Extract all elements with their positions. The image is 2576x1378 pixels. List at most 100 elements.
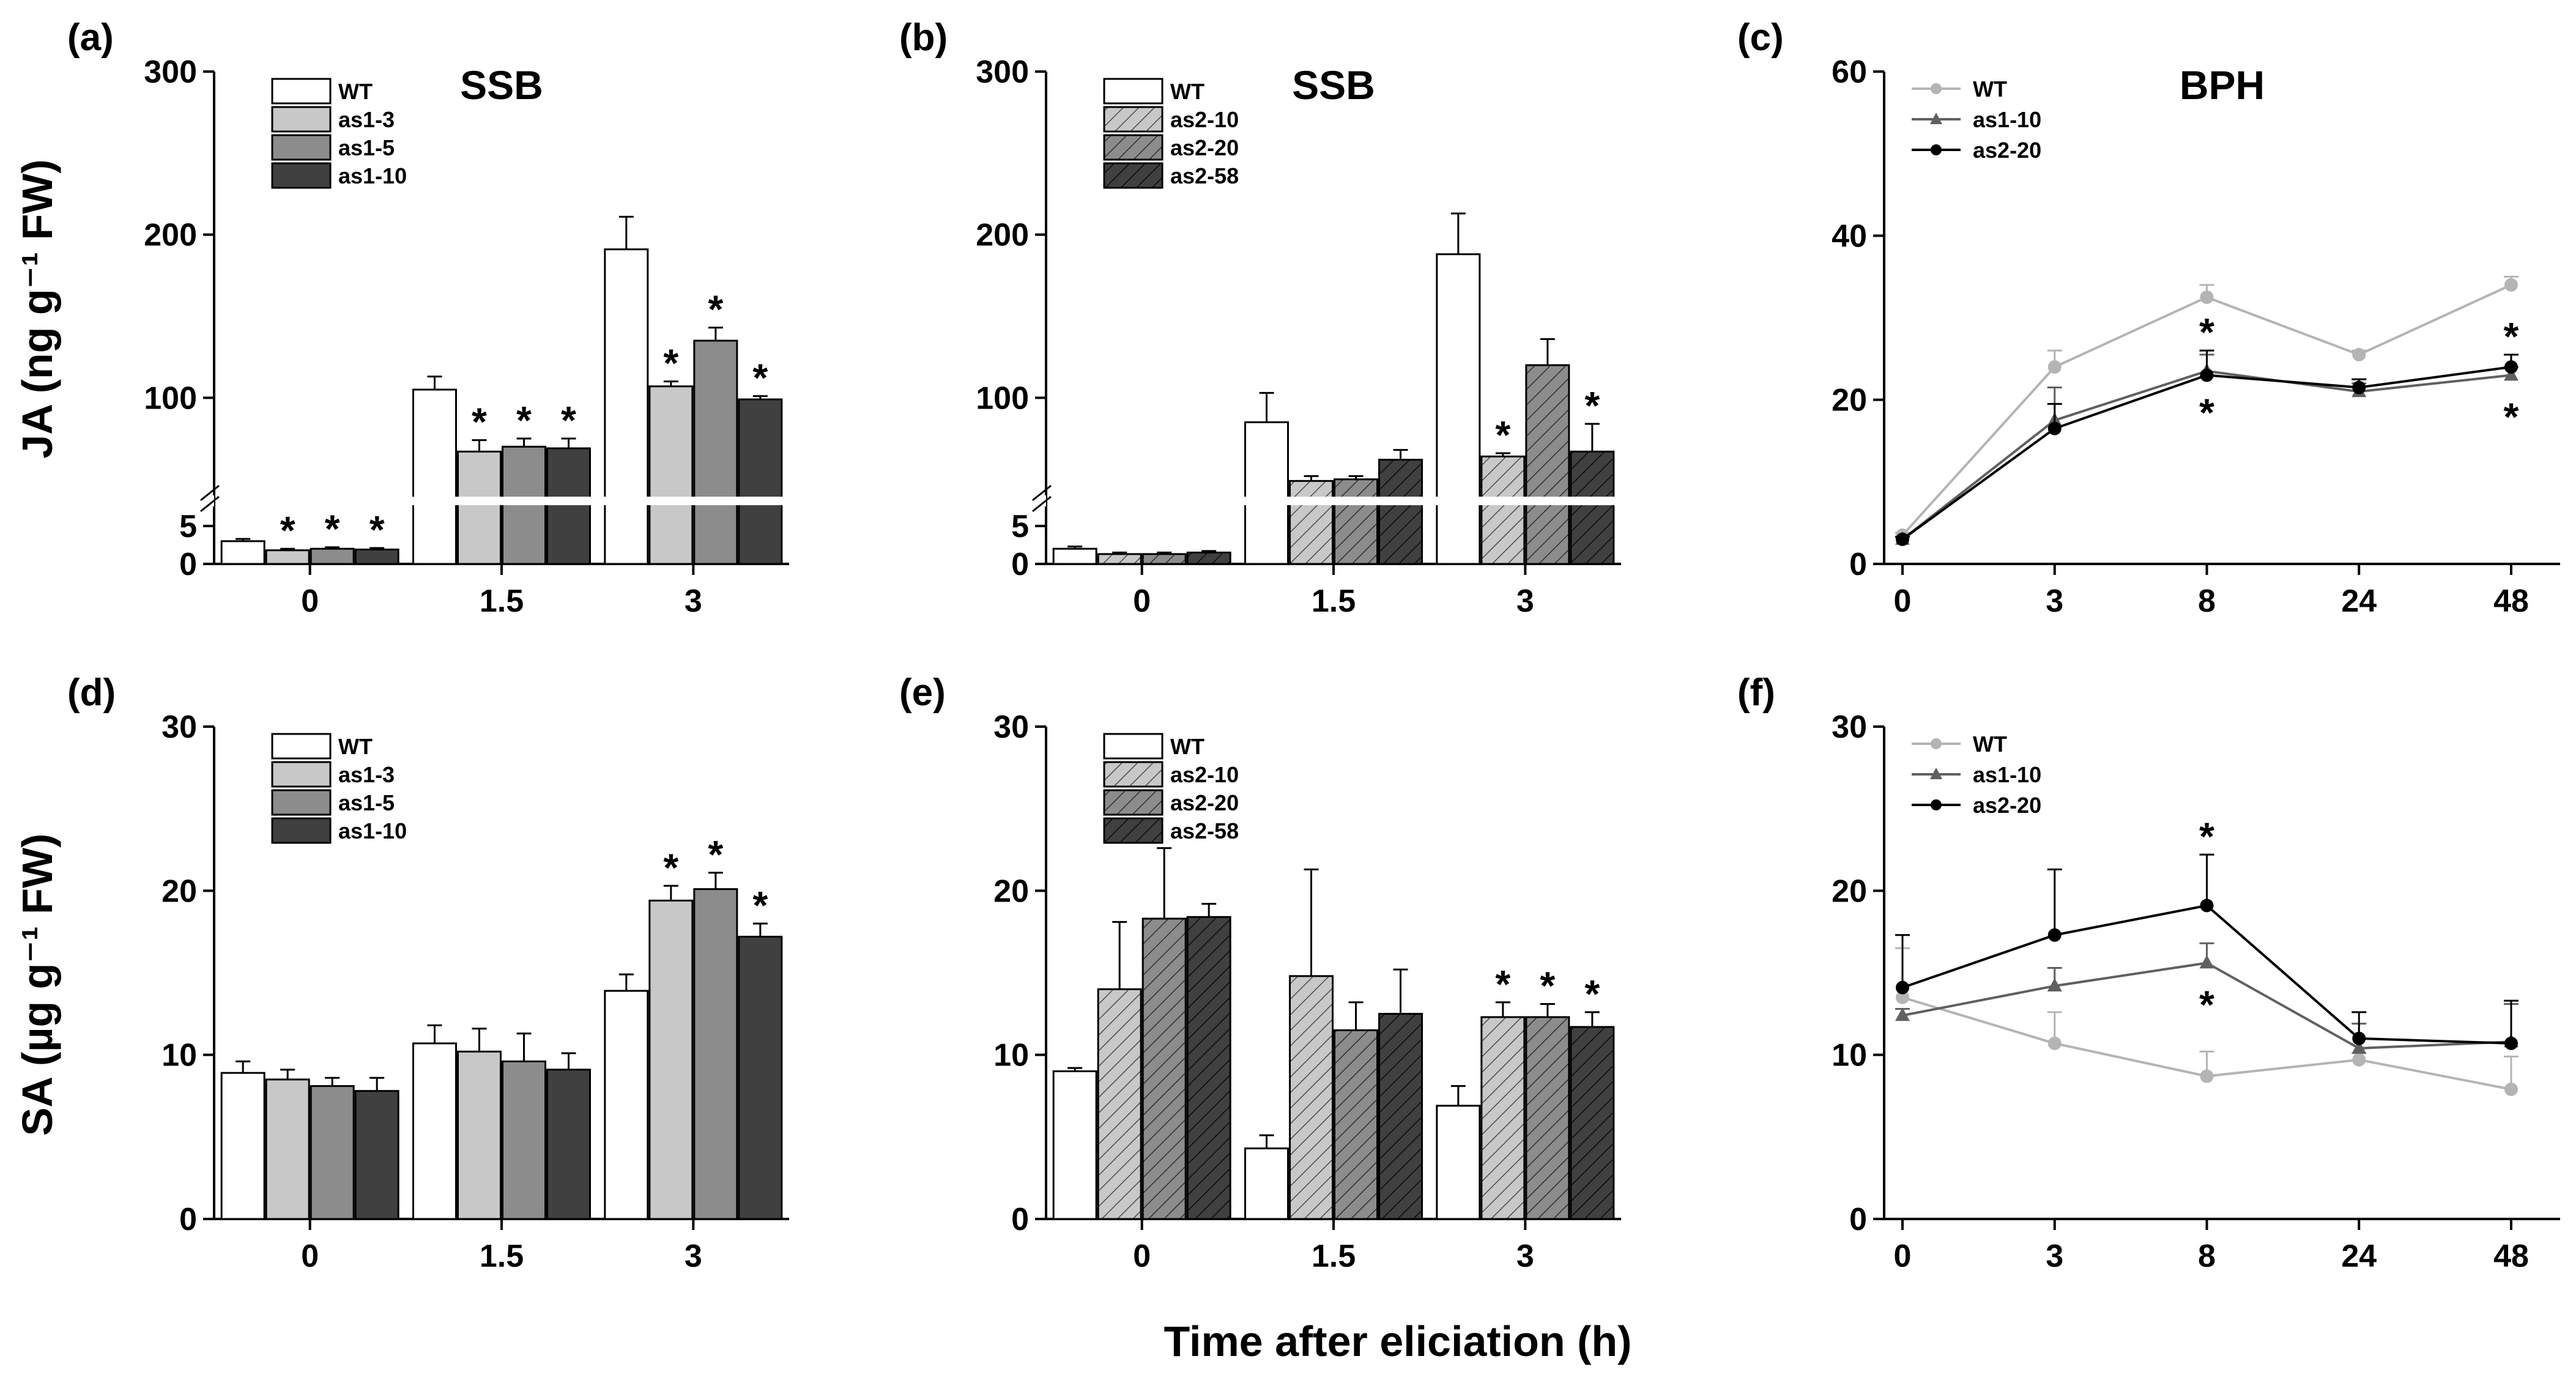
legend-label: as1-10 [1973,107,2041,132]
bar [1436,1105,1481,1220]
y-tick-label: 20 [1832,383,1867,418]
legend-swatch [1103,733,1164,760]
y-tick-label: 10 [1832,1038,1867,1073]
bar [1141,553,1187,565]
bar [1334,478,1378,565]
axis-break-band [216,497,791,505]
bar [412,1042,457,1220]
bar [1289,480,1334,565]
bar [648,899,694,1220]
panel-label: (d) [67,672,116,714]
chart-title: BPH [2180,62,2265,108]
data-point [2047,977,2062,991]
bar [1186,551,1231,565]
y-tick-label: 0 [1849,1202,1867,1237]
bar [738,398,783,565]
bar [604,990,649,1220]
legend-label: as1-3 [338,107,395,132]
legend-swatch [1103,106,1164,133]
x-tick-label: 0 [1133,1239,1151,1274]
data-point [2504,1083,2518,1097]
x-tick-label: 8 [2198,583,2216,619]
y-tick-label: 30 [993,709,1029,745]
significance-star: * [561,398,576,442]
data-point [2047,360,2062,374]
data-point [2200,368,2214,382]
bar [310,547,355,565]
bar [1378,1013,1423,1220]
data-point [2504,278,2518,292]
legend-label: as1-3 [338,762,395,787]
y-tick-label: 20 [993,873,1029,909]
legend-label: as2-10 [1170,762,1239,787]
panel-label: (e) [899,672,946,714]
data-point [2504,1036,2518,1050]
y-tick-label: 0 [1849,547,1867,582]
legend-swatch [1103,817,1164,844]
bar [1244,421,1289,565]
significance-star: * [752,356,768,400]
y-axis-label-top: JA (ng g⁻¹ FW) [13,159,61,458]
significance-star: * [369,508,385,552]
significance-star: * [516,398,532,442]
bar [546,447,591,565]
legend-marker [1931,144,1942,155]
x-tick-label: 1.5 [1312,583,1356,619]
y-tick-label: 40 [1832,218,1867,254]
legend-label: WT [338,734,373,759]
legend-label: as2-10 [1170,107,1239,132]
x-tick-label: 3 [2046,583,2063,619]
data-point [2352,1053,2366,1067]
significance-star: * [2199,814,2214,858]
y-tick-label: 300 [976,54,1029,90]
data-point [2352,347,2366,361]
panel-d: 0 10 20 30 (d) 0 1.5 3 * * * WT as1-3 as1-5 as1-10 [67,672,789,1274]
legend-label: WT [1973,76,2007,102]
panel-c: 0 20 40 60 (c) BPH 0 3 8 24 48 * * * * WT as1-10 as2-20 [1737,17,2560,619]
axis-break-mark [1032,484,1052,502]
bar [1525,1016,1570,1220]
x-tick-label: 3 [685,583,702,619]
legend-label: as2-20 [1170,790,1239,815]
legend-marker [1931,738,1942,749]
x-tick-label: 3 [2046,1239,2063,1274]
y-tick-label: 60 [1832,54,1867,90]
x-tick-label: 3 [1516,1239,1534,1274]
bar [1097,553,1142,565]
bar [220,1072,265,1220]
legend-marker [1930,113,1942,124]
panel-f: 0 10 20 30 (f) 0 3 8 24 48 * * WT as1-10 as2-20 [1737,672,2560,1274]
bar [1052,1070,1097,1220]
legend-marker [1931,799,1942,810]
bar [1141,917,1187,1220]
panel-label: (c) [1737,17,1784,59]
legend-label: WT [1973,732,2007,757]
legend-marker [1930,768,1942,779]
bar [1052,547,1097,565]
y-axis-label-bottom: SA (µg g⁻¹ FW) [13,834,61,1136]
legend-label: as2-20 [1973,793,2041,818]
bar [1436,253,1481,565]
y-tick-label: 5 [179,509,197,544]
y-tick-label: 20 [1832,873,1867,909]
data-point [2351,1040,2367,1054]
data-point [2200,898,2214,913]
bar [1525,364,1570,565]
x-axis-label: Time after eliciation (h) [1164,1317,1632,1365]
bar [354,548,399,565]
chart-title: SSB [460,62,543,108]
bar [1097,988,1142,1220]
panel-label: (f) [1737,672,1775,714]
axis-break-mark [200,495,220,513]
bar [1244,1147,1289,1220]
legend-swatch [271,789,332,816]
significance-star: * [1584,972,1600,1016]
legend-swatch [271,106,332,133]
legend-label: as1-10 [1973,762,2041,787]
bar [604,248,649,565]
x-tick-label: 3 [685,1239,702,1274]
legend-swatch [271,162,332,189]
y-tick-label: 10 [993,1038,1029,1073]
bar [1570,450,1615,565]
data-point [2352,1031,2366,1045]
